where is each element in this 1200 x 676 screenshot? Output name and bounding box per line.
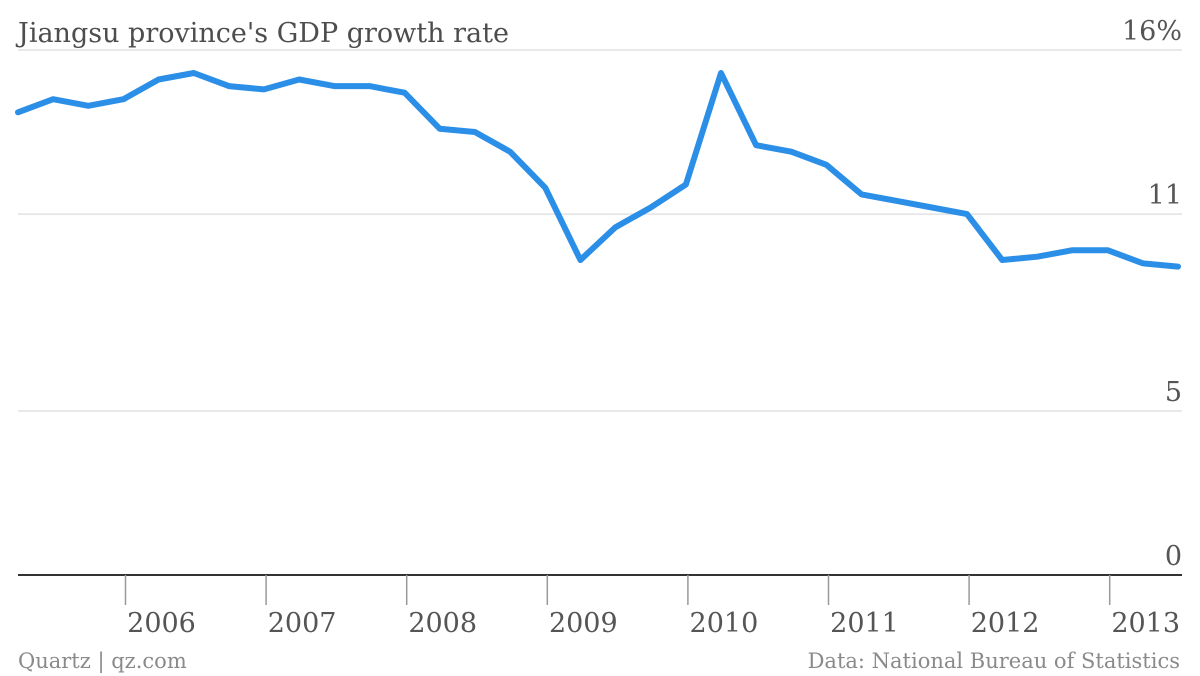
chart-title: Jiangsu province's GDP growth rate bbox=[15, 18, 509, 49]
source-text: Data: National Bureau of Statistics bbox=[808, 649, 1180, 673]
x-axis-labels: 2006 2007 2008 2009 2010 2011 2012 2013 bbox=[127, 608, 1180, 639]
x-axis-ticks bbox=[124, 575, 1111, 605]
x-tick-label: 2010 bbox=[690, 608, 759, 639]
y-tick-label: 0 bbox=[1165, 541, 1182, 572]
y-tick-label: 16% bbox=[1122, 16, 1182, 47]
credit-text: Quartz | qz.com bbox=[18, 649, 187, 674]
x-tick-label: 2009 bbox=[549, 608, 618, 639]
x-tick-label: 2011 bbox=[830, 608, 899, 639]
series-line-0 bbox=[15, 70, 1181, 270]
y-tick-label: 11 bbox=[1148, 180, 1182, 211]
x-tick-label: 2006 bbox=[127, 608, 196, 639]
x-tick-label: 2008 bbox=[408, 608, 477, 639]
series-layer bbox=[15, 70, 1181, 270]
x-tick-label: 2007 bbox=[268, 608, 337, 639]
y-tick-label: 5 bbox=[1165, 377, 1182, 408]
x-tick-label: 2012 bbox=[971, 608, 1040, 639]
gridlines bbox=[18, 49, 1182, 412]
x-tick-label: 2013 bbox=[1111, 608, 1180, 639]
y-axis-labels: 16% 11 5 0 bbox=[1122, 16, 1182, 572]
